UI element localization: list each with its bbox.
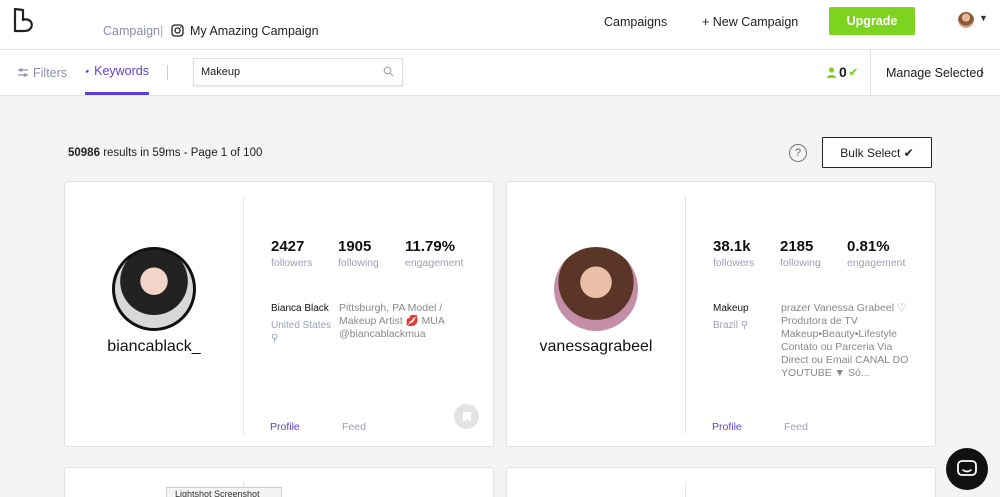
card-divider	[243, 196, 244, 434]
influencer-card: vanessagrabeel 38.1k followers 2185 foll…	[506, 181, 936, 447]
help-icon[interactable]: ?	[789, 144, 807, 162]
person-icon	[827, 66, 836, 78]
location: United States ⚲	[271, 319, 331, 345]
campaign-name[interactable]: My Amazing Campaign	[190, 24, 319, 38]
instagram-icon	[171, 24, 184, 37]
manage-selected-label: Manage Selected	[886, 66, 984, 80]
selected-count-value: 0	[839, 64, 847, 80]
card-divider	[685, 482, 686, 497]
card-divider	[685, 196, 686, 434]
location: Brazil ⚲	[713, 319, 748, 332]
engagement-label: engagement	[405, 257, 464, 269]
check-icon: ✔	[848, 66, 859, 79]
map-pin-icon: ⚲	[271, 333, 279, 344]
sliders-icon	[18, 68, 28, 77]
followers-value: 38.1k	[713, 238, 751, 255]
chat-launcher-button[interactable]	[946, 448, 988, 490]
selected-count: 0 ✔	[827, 64, 858, 80]
profile-link[interactable]: Profile	[270, 421, 300, 433]
avatar[interactable]	[112, 247, 196, 331]
avatar[interactable]	[554, 247, 638, 331]
tab-keywords-label: Keywords	[94, 64, 149, 78]
display-name: Bianca Black	[271, 303, 329, 314]
location-text: Brazil	[713, 320, 739, 331]
stat-followers: 2427 followers	[271, 238, 312, 269]
engagement-value: 0.81%	[847, 238, 890, 255]
profile-link[interactable]: Profile	[712, 421, 742, 433]
feed-link[interactable]: Feed	[342, 421, 366, 433]
results-count: 50986	[68, 147, 100, 159]
keyword-search-input[interactable]	[201, 59, 371, 85]
tab-filters-label: Filters	[33, 65, 68, 80]
influencer-card	[506, 467, 936, 497]
bookmark-icon[interactable]	[454, 404, 479, 429]
results-summary: 50986 results in 59ms - Page 1 of 100	[68, 147, 262, 159]
tab-filters[interactable]: Filters	[18, 50, 67, 95]
user-avatar[interactable]	[958, 12, 974, 28]
chevron-down-icon[interactable]: ▼	[979, 13, 988, 23]
search-icon[interactable]	[383, 66, 394, 77]
followers-value: 2427	[271, 238, 305, 255]
stat-following: 2185 following	[780, 238, 821, 269]
following-label: following	[338, 257, 379, 269]
followers-label: followers	[713, 257, 755, 269]
chat-icon	[957, 460, 977, 476]
tab-keywords[interactable]: Keywords	[85, 50, 149, 95]
engagement-value: 11.79%	[405, 238, 456, 255]
breadcrumb-separator: |	[160, 24, 164, 38]
username[interactable]: vanessagrabeel	[539, 338, 653, 355]
stat-engagement: 0.81% engagement	[847, 238, 905, 269]
tag-icon	[85, 69, 89, 73]
breadcrumb-campaign[interactable]: Campaign	[103, 24, 160, 38]
username[interactable]: biancablack_	[107, 338, 201, 355]
results-summary-text: results in 59ms - Page 1 of 100	[103, 147, 263, 159]
bio: Pittsburgh, PA Model / Makeup Artist 💋 M…	[339, 302, 445, 340]
filter-toolbar: Filters Keywords 0 ✔ Manage Selected ›	[0, 50, 1000, 96]
nav-campaigns-link[interactable]: Campaigns	[604, 15, 668, 29]
influencer-card: biancablack_ 2427 followers 1905 followi…	[64, 181, 494, 447]
stat-followers: 38.1k followers	[713, 238, 754, 269]
followers-label: followers	[271, 257, 313, 269]
keyword-search-box	[193, 58, 403, 86]
bio: prazer Vanessa Grabeel ♡ Produtora de TV…	[781, 302, 909, 379]
following-value: 2185	[780, 238, 814, 255]
tooltip: Lightshot Screenshot	[166, 487, 282, 497]
new-campaign-link[interactable]: + New Campaign	[702, 15, 799, 29]
upgrade-button[interactable]: Upgrade	[829, 7, 915, 35]
toolbar-divider	[167, 65, 168, 80]
stat-engagement: 11.79% engagement	[405, 238, 463, 269]
stat-following: 1905 following	[338, 238, 379, 269]
map-pin-icon: ⚲	[740, 320, 749, 331]
manage-selected-button[interactable]: Manage Selected ›	[870, 50, 1000, 95]
display-name: Makeup	[713, 303, 749, 314]
location-text: United States	[271, 320, 332, 331]
bulk-select-button[interactable]: Bulk Select ✔	[822, 137, 932, 168]
feed-link[interactable]: Feed	[784, 421, 808, 433]
chevron-right-icon: ›	[980, 65, 984, 79]
engagement-label: engagement	[847, 257, 906, 269]
following-value: 1905	[338, 238, 372, 255]
following-label: following	[780, 257, 821, 269]
brand-logo-icon[interactable]	[10, 7, 36, 33]
top-navbar: Campaign | My Amazing Campaign Campaigns…	[0, 0, 1000, 50]
